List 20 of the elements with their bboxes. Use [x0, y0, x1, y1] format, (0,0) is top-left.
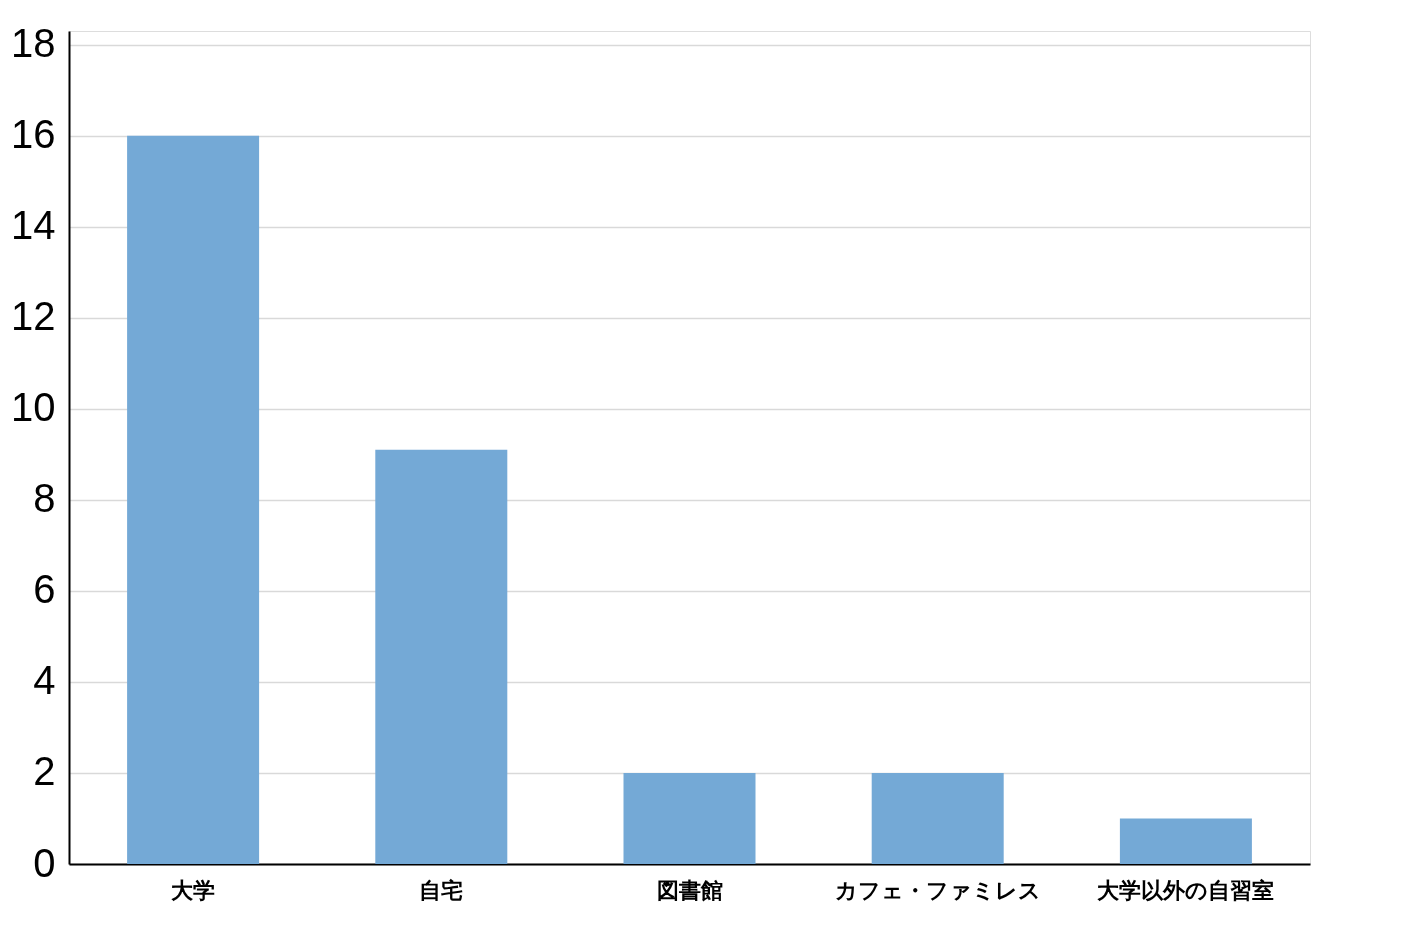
- bar: [871, 772, 1004, 864]
- y-tick-label: 4: [33, 658, 56, 703]
- bar: [623, 772, 756, 864]
- bar: [127, 135, 260, 864]
- y-tick-label: 6: [33, 567, 56, 612]
- y-tick-label: 2: [33, 749, 56, 794]
- x-tick-label: 大学以外の自習室: [1097, 877, 1275, 903]
- y-tick-label: 0: [33, 840, 56, 885]
- x-tick-label: 自宅: [419, 877, 464, 903]
- bar: [1119, 818, 1252, 864]
- y-tick-label: 8: [33, 476, 56, 521]
- x-tick-label: 図書館: [656, 877, 723, 903]
- y-tick-label: 14: [11, 203, 56, 248]
- bar: [375, 449, 508, 864]
- x-tick-label: 大学: [171, 877, 216, 903]
- y-tick-label: 12: [11, 294, 56, 339]
- y-tick-label: 18: [11, 21, 56, 66]
- y-tick-label: 10: [11, 385, 56, 430]
- y-tick-label: 16: [11, 112, 56, 157]
- x-tick-label: カフェ・ファミレス: [834, 877, 1041, 903]
